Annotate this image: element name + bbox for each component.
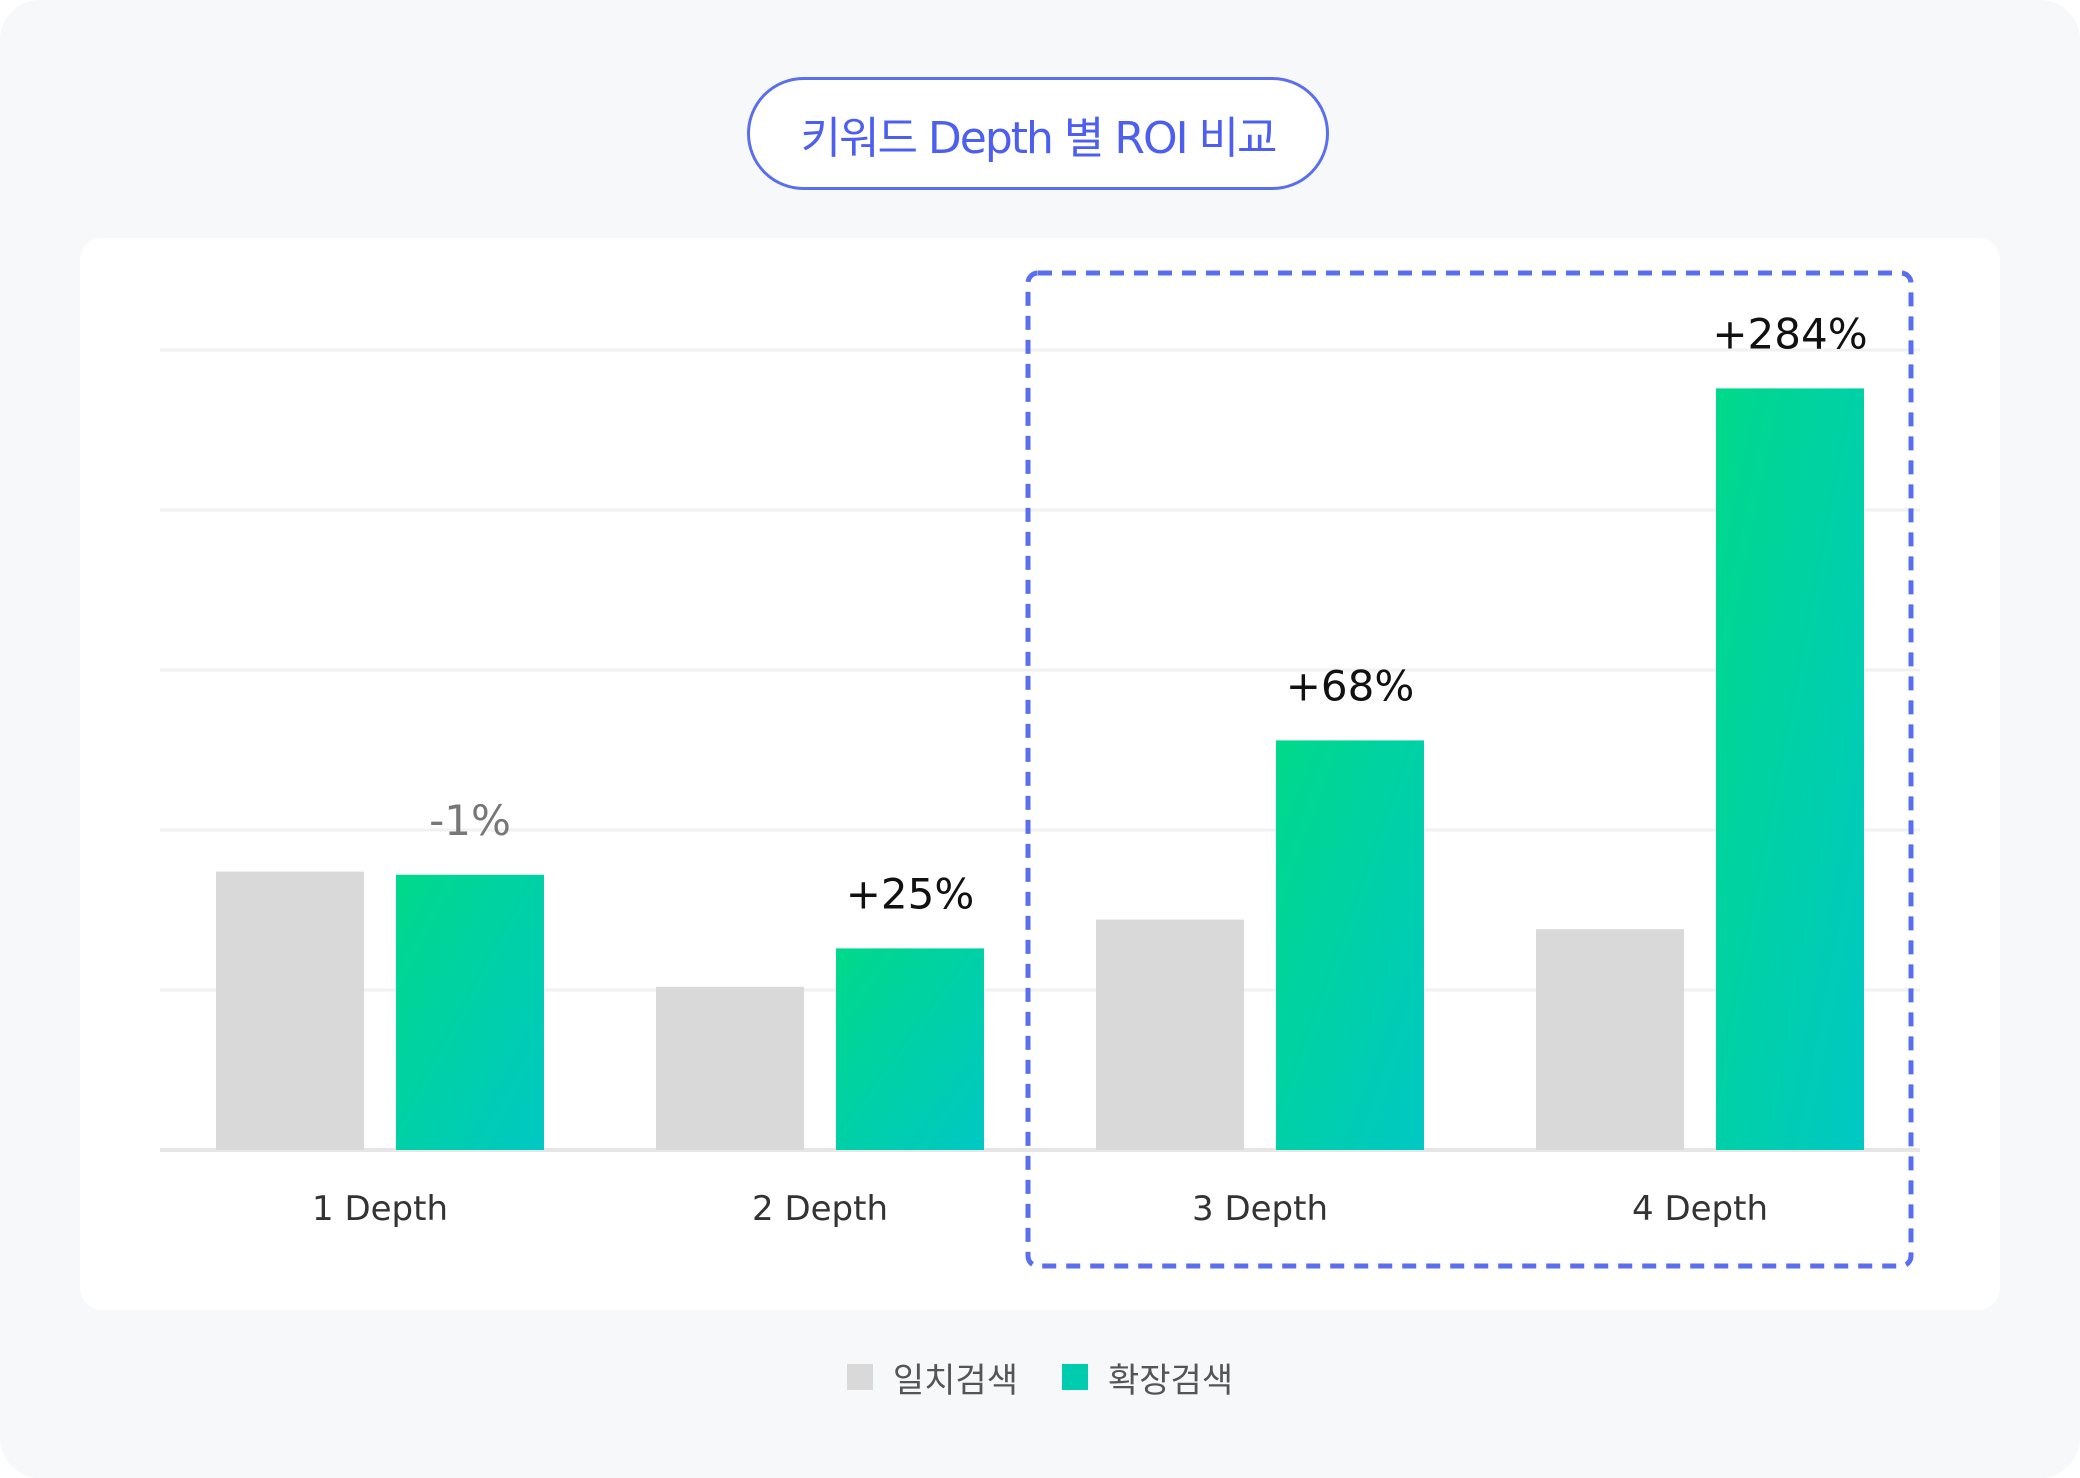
legend-item-2: 확장검색 — [1062, 1353, 1233, 1402]
data-labels: -1% +25% +68% +284% — [429, 309, 1868, 918]
title-pill: 키워드 Depth 별 ROI 비교 — [747, 77, 1329, 190]
category-label-1: 1 Depth — [312, 1189, 448, 1229]
bar-exact-4 — [1536, 929, 1684, 1150]
category-labels: 1 Depth 2 Depth 3 Depth 4 Depth — [312, 1189, 1768, 1229]
bar-expanded-1 — [396, 874, 544, 1150]
bars — [216, 388, 1864, 1150]
legend-item-1: 일치검색 — [846, 1353, 1018, 1402]
bar-exact-2 — [656, 986, 804, 1150]
legend-swatch — [846, 1364, 873, 1390]
data-label-1: -1% — [429, 796, 511, 845]
legend: 일치검색 확장검색 — [0, 1352, 2080, 1402]
legend-label: 일치검색 — [892, 1360, 1018, 1401]
chart-title: 키워드 Depth 별 ROI 비교 — [800, 112, 1277, 164]
legend-label: 확장검색 — [1108, 1360, 1234, 1401]
bar-expanded-2 — [836, 948, 984, 1150]
legend-swatch — [1062, 1364, 1088, 1390]
category-label-4: 4 Depth — [1632, 1189, 1768, 1229]
data-label-4: +284% — [1712, 309, 1867, 358]
bar-exact-1 — [216, 871, 364, 1150]
bar-expanded-4 — [1716, 388, 1864, 1150]
category-label-3: 3 Depth — [1192, 1189, 1328, 1229]
category-label-2: 2 Depth — [752, 1189, 888, 1229]
bar-exact-3 — [1096, 919, 1244, 1150]
data-label-3: +68% — [1286, 661, 1415, 710]
bar-expanded-3 — [1276, 740, 1424, 1150]
data-label-2: +25% — [846, 869, 975, 918]
